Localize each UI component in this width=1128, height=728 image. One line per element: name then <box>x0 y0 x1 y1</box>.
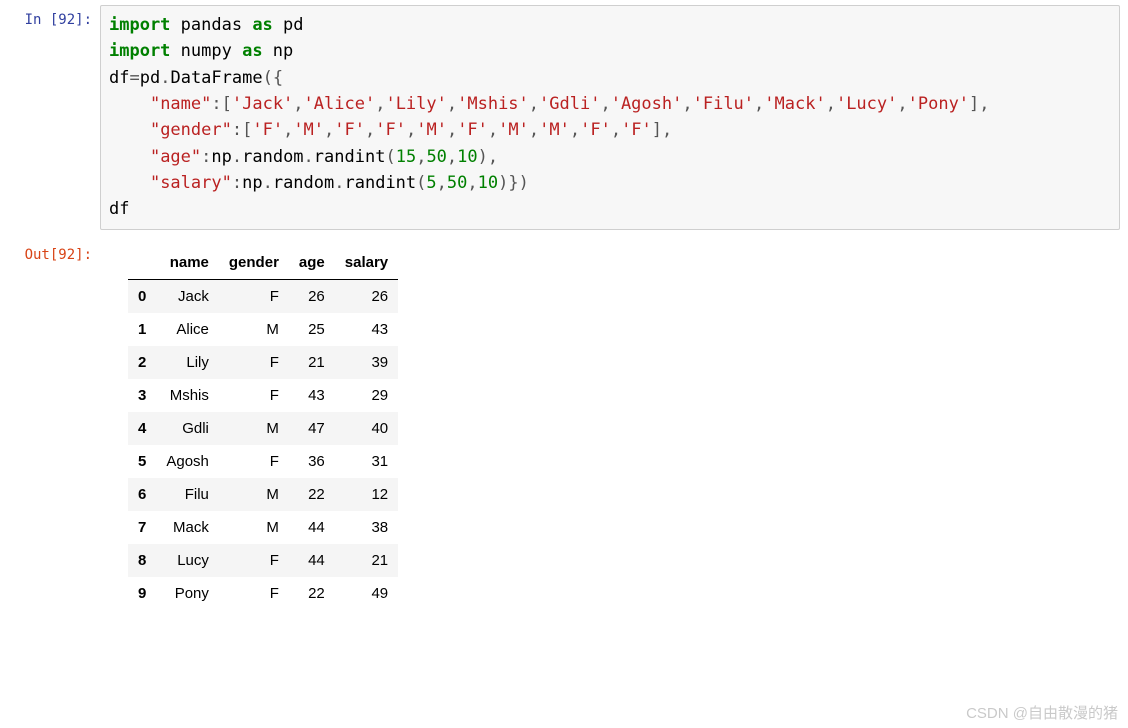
code-input-area[interactable]: import pandas as pd import numpy as np d… <box>100 5 1120 230</box>
table-cell: F <box>219 544 289 577</box>
table-header-row: namegenderagesalary <box>128 246 398 280</box>
table-cell: F <box>219 577 289 610</box>
table-cell: M <box>219 478 289 511</box>
row-index: 8 <box>128 544 156 577</box>
row-index: 3 <box>128 379 156 412</box>
table-row: 4GdliM4740 <box>128 412 398 445</box>
code-block: import pandas as pd import numpy as np d… <box>109 12 1111 223</box>
row-index: 0 <box>128 279 156 313</box>
table-cell: 31 <box>335 445 398 478</box>
input-prompt: In [92]: <box>0 5 100 29</box>
table-cell: F <box>219 379 289 412</box>
table-cell: 21 <box>335 544 398 577</box>
input-cell: In [92]: import pandas as pd import nump… <box>0 0 1128 235</box>
table-row: 2LilyF2139 <box>128 346 398 379</box>
table-cell: F <box>219 346 289 379</box>
table-row: 8LucyF4421 <box>128 544 398 577</box>
table-cell: 43 <box>289 379 335 412</box>
table-cell: 38 <box>335 511 398 544</box>
table-cell: 25 <box>289 313 335 346</box>
table-cell: 36 <box>289 445 335 478</box>
table-cell: Filu <box>156 478 219 511</box>
table-cell: 21 <box>289 346 335 379</box>
output-prompt: Out[92]: <box>0 240 100 264</box>
table-row: 6FiluM2212 <box>128 478 398 511</box>
table-cell: 26 <box>289 279 335 313</box>
row-index: 9 <box>128 577 156 610</box>
column-header: name <box>156 246 219 280</box>
table-cell: Mack <box>156 511 219 544</box>
column-header: age <box>289 246 335 280</box>
table-cell: Pony <box>156 577 219 610</box>
table-cell: 44 <box>289 511 335 544</box>
table-cell: 43 <box>335 313 398 346</box>
table-cell: 47 <box>289 412 335 445</box>
row-index: 7 <box>128 511 156 544</box>
table-body: 0JackF26261AliceM25432LilyF21393MshisF43… <box>128 279 398 610</box>
row-index: 6 <box>128 478 156 511</box>
row-index: 4 <box>128 412 156 445</box>
table-cell: 22 <box>289 478 335 511</box>
table-cell: Mshis <box>156 379 219 412</box>
table-cell: 12 <box>335 478 398 511</box>
column-header: salary <box>335 246 398 280</box>
table-cell: 26 <box>335 279 398 313</box>
table-row: 3MshisF4329 <box>128 379 398 412</box>
table-cell: Lucy <box>156 544 219 577</box>
row-index: 2 <box>128 346 156 379</box>
table-row: 5AgoshF3631 <box>128 445 398 478</box>
table-cell: Jack <box>156 279 219 313</box>
table-cell: 29 <box>335 379 398 412</box>
table-cell: 40 <box>335 412 398 445</box>
watermark: CSDN @自由散漫的猪 <box>966 702 1118 723</box>
table-cell: Lily <box>156 346 219 379</box>
table-cell: Agosh <box>156 445 219 478</box>
output-cell: Out[92]: namegenderagesalary 0JackF26261… <box>0 235 1128 615</box>
table-cell: M <box>219 412 289 445</box>
table-cell: M <box>219 511 289 544</box>
table-row: 0JackF2626 <box>128 279 398 313</box>
table-cell: F <box>219 445 289 478</box>
table-cell: 44 <box>289 544 335 577</box>
table-cell: F <box>219 279 289 313</box>
output-area: namegenderagesalary 0JackF26261AliceM254… <box>100 240 1128 610</box>
index-header <box>128 246 156 280</box>
column-header: gender <box>219 246 289 280</box>
table-cell: 22 <box>289 577 335 610</box>
row-index: 5 <box>128 445 156 478</box>
table-cell: Alice <box>156 313 219 346</box>
table-cell: M <box>219 313 289 346</box>
table-cell: 39 <box>335 346 398 379</box>
table-row: 7MackM4438 <box>128 511 398 544</box>
dataframe-table: namegenderagesalary 0JackF26261AliceM254… <box>128 246 398 610</box>
table-cell: 49 <box>335 577 398 610</box>
table-cell: Gdli <box>156 412 219 445</box>
table-row: 9PonyF2249 <box>128 577 398 610</box>
table-row: 1AliceM2543 <box>128 313 398 346</box>
row-index: 1 <box>128 313 156 346</box>
